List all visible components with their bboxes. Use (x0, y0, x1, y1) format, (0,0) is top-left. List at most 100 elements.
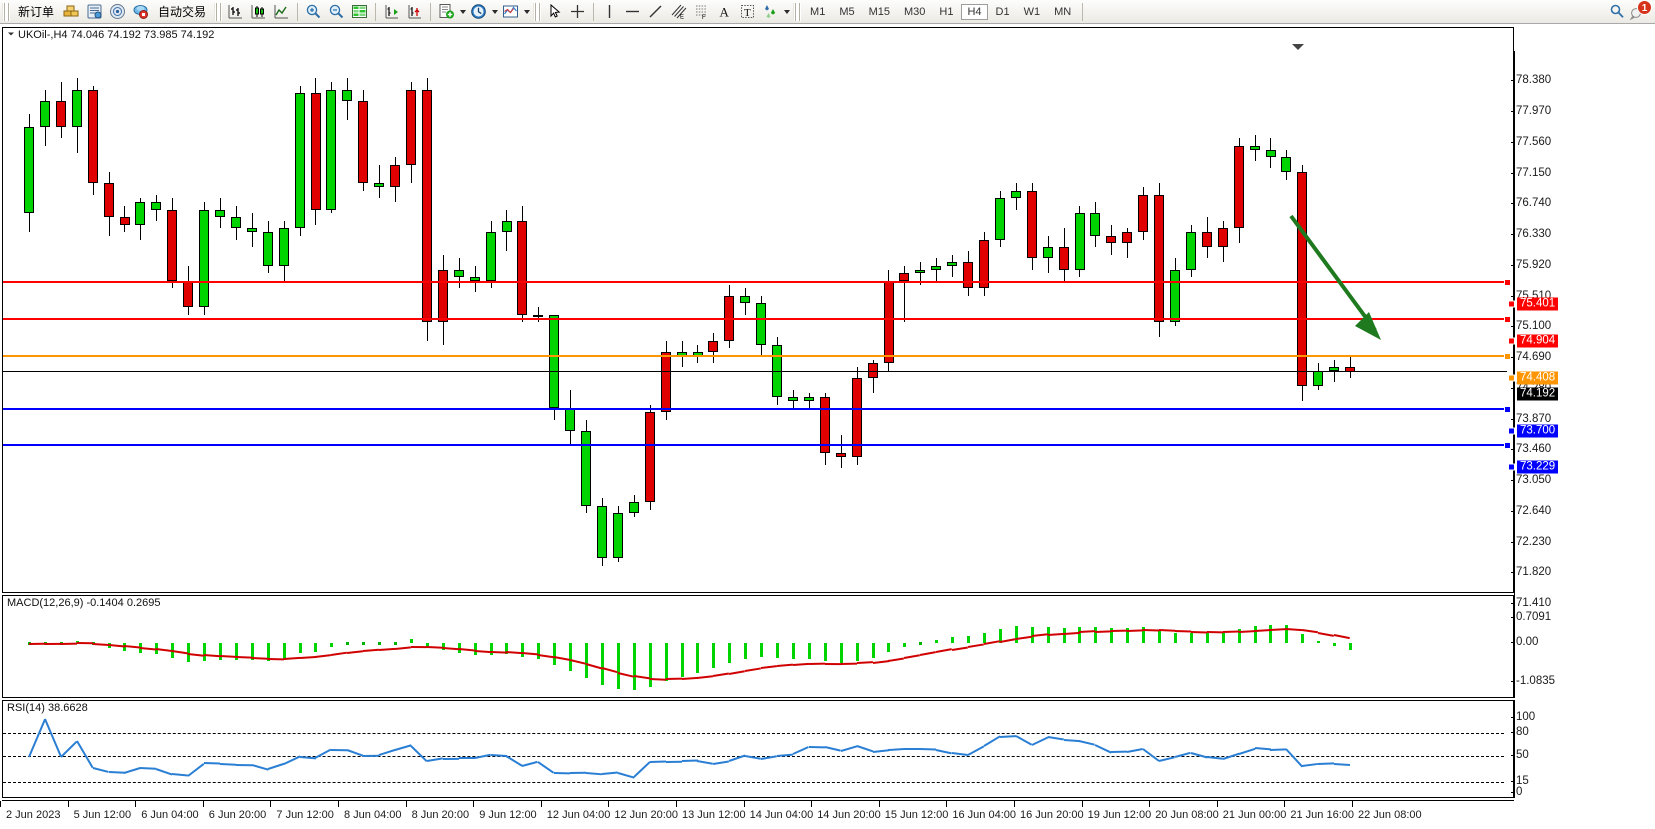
price-tag-handle[interactable] (1508, 427, 1515, 435)
horizontal-line-icon[interactable] (621, 1, 644, 23)
macd-signal-segment (458, 648, 475, 652)
rsi-axis[interactable]: 100 80 50 15 0 (1510, 700, 1655, 798)
macd-axis[interactable]: 0.7091 0.00 -1.0835 (1510, 595, 1655, 698)
price-tag-handle[interactable] (1508, 337, 1515, 345)
time-axis-label: 20 Jun 08:00 (1149, 801, 1219, 821)
toolbar-grip-2[interactable] (214, 2, 223, 21)
news-icon[interactable] (83, 1, 106, 23)
text-icon[interactable]: A (713, 1, 736, 23)
rsi-line-segment (108, 771, 125, 774)
timeframe-m1[interactable]: M1 (810, 5, 826, 18)
price-tag-support-2[interactable]: 73.229 (1517, 460, 1559, 474)
macd-histogram-bar (283, 643, 286, 660)
macd-histogram-bar (856, 643, 859, 661)
bar-chart-icon[interactable] (224, 1, 247, 23)
rsi-panel[interactable]: RSI(14) 38.6628 (2, 700, 1514, 798)
timeframe-w1[interactable]: W1 (1023, 5, 1041, 18)
timeframe-mn[interactable]: MN (1054, 5, 1072, 18)
pointer-icon[interactable] (543, 1, 566, 23)
timeframe-h1[interactable]: H1 (939, 5, 954, 18)
candle-body (183, 280, 193, 308)
timeframe-d1[interactable]: D1 (995, 5, 1010, 18)
level-line-pivot[interactable] (3, 353, 1511, 361)
templates-dropdown-caret[interactable] (522, 3, 531, 20)
price-tag-pivot[interactable]: 74.408 (1517, 371, 1559, 385)
indicators-icon[interactable] (435, 1, 458, 23)
timeframe-h4[interactable]: H4 (961, 3, 988, 20)
chart-shift-icon[interactable] (380, 1, 403, 23)
level-handle[interactable] (1504, 278, 1511, 286)
price-tick: 77.970 (1510, 105, 1552, 118)
price-tick: 75.920 (1510, 258, 1552, 271)
price-tag-resistance-2[interactable]: 74.904 (1517, 334, 1559, 348)
candle-body (1011, 190, 1021, 199)
templates-icon[interactable] (499, 1, 522, 23)
gold-bars-icon[interactable] (60, 1, 83, 23)
expert-advisor-icon[interactable] (129, 1, 152, 23)
level-handle[interactable] (1504, 316, 1511, 324)
time-axis-label: 9 Jun 12:00 (473, 801, 537, 821)
indicators-dropdown-caret[interactable] (458, 3, 467, 20)
panel-collapse-caret[interactable] (7, 29, 15, 41)
macd-signal-segment (1174, 630, 1191, 633)
level-line-support-2[interactable] (3, 441, 1511, 449)
level-handle[interactable] (1504, 441, 1511, 449)
macd-panel[interactable]: MACD(12,26,9) -0.1404 0.2695 (2, 595, 1514, 698)
price-panel[interactable]: UKOil-,H4 74.046 74.192 73.985 74.192 (2, 27, 1514, 593)
alerts-icon[interactable]: 1 (1629, 0, 1652, 22)
signal-icon[interactable] (106, 1, 129, 23)
data-window-icon[interactable] (348, 1, 371, 23)
period-icon[interactable] (467, 1, 490, 23)
zoom-out-icon[interactable] (325, 1, 348, 23)
rsi-line-segment (251, 763, 268, 771)
price-axis[interactable]: 78.380 77.970 77.560 77.150 76.740 76.330 75.9… (1510, 51, 1655, 617)
chart-autoscroll-icon[interactable] (403, 1, 426, 23)
chart-area[interactable]: UKOil-,H4 74.046 74.192 73.985 74.192 MA… (0, 24, 1655, 829)
timeframe-m15[interactable]: M15 (868, 5, 890, 18)
equidistant-channel-icon[interactable]: E (667, 1, 690, 23)
line-chart-icon[interactable] (270, 1, 293, 23)
zoom-in-icon[interactable] (302, 1, 325, 23)
crosshair-icon[interactable] (566, 1, 589, 23)
macd-signal-segment (219, 655, 236, 659)
macd-histogram-bar (314, 643, 317, 653)
price-tag-resistance-1[interactable]: 75.401 (1517, 297, 1559, 311)
candle-body (517, 220, 527, 315)
time-axis[interactable]: 2 Jun 2023 5 Jun 12:00 6 Jun 04:00 6 Jun 20… (0, 800, 1514, 828)
candlestick-chart-icon[interactable] (247, 1, 270, 23)
toolbar-grip-4[interactable] (793, 2, 802, 21)
svg-text:T: T (744, 7, 751, 19)
level-line-resistance-1[interactable] (3, 278, 1511, 286)
level-handle[interactable] (1504, 406, 1511, 414)
level-line-support-1[interactable] (3, 406, 1511, 414)
price-tag-last-price[interactable]: 74.192 (1517, 387, 1559, 401)
toolbar-grip[interactable] (2, 2, 10, 21)
toolbar-grip-3[interactable] (533, 2, 542, 21)
trendline-icon[interactable] (644, 1, 667, 23)
new-order-button[interactable]: 新订单 (12, 1, 60, 23)
rsi-line-segment (235, 763, 252, 766)
vertical-line-icon[interactable] (598, 1, 621, 23)
timeframe-m5[interactable]: M5 (839, 5, 855, 18)
period-dropdown-caret[interactable] (490, 3, 499, 20)
symbol-ohlc-label: UKOil-,H4 74.046 74.192 73.985 74.192 (7, 29, 214, 41)
timeframe-m30[interactable]: M30 (904, 5, 926, 18)
price-tag-handle[interactable] (1508, 463, 1515, 471)
shapes-dropdown-caret[interactable] (782, 3, 791, 20)
price-tag-support-1[interactable]: 73.700 (1517, 424, 1559, 438)
chart-dropdown-caret[interactable] (1292, 44, 1304, 50)
level-line-last-price[interactable] (3, 371, 1507, 373)
level-handle[interactable] (1504, 353, 1511, 361)
level-line-resistance-2[interactable] (3, 316, 1511, 324)
price-tag-handle[interactable] (1508, 300, 1515, 308)
macd-signal-segment (1190, 630, 1207, 634)
fibonacci-icon[interactable]: F (690, 1, 713, 23)
text-label-icon[interactable]: T (736, 1, 759, 23)
shapes-icon[interactable] (759, 1, 782, 23)
autotrading-button[interactable]: 自动交易 (152, 1, 212, 23)
time-axis-label: 14 Jun 20:00 (811, 801, 881, 821)
macd-histogram-bar (1110, 627, 1113, 644)
price-tag-handle[interactable] (1508, 374, 1515, 382)
search-icon[interactable] (1606, 1, 1629, 23)
macd-signal-segment (1302, 629, 1319, 634)
